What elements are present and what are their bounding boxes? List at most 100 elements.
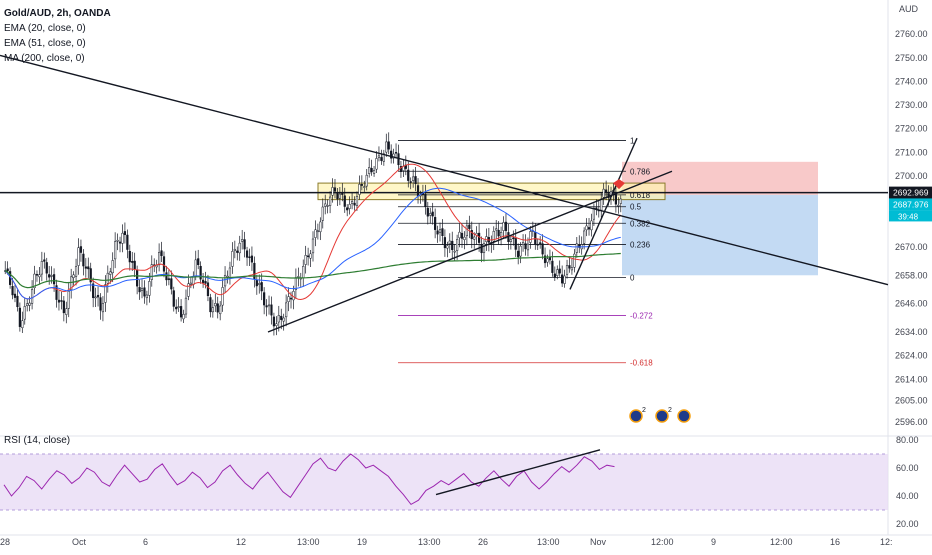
candle-body xyxy=(309,253,312,259)
rsi-divergence-line xyxy=(435,449,601,496)
candle-body xyxy=(28,302,31,306)
candle-body xyxy=(431,211,434,217)
candle-body xyxy=(456,239,459,251)
candle-body xyxy=(197,258,200,266)
candle-body xyxy=(216,303,219,313)
candle-body xyxy=(426,207,429,217)
price-tick-label: 2624.00 xyxy=(895,351,928,361)
candle-body xyxy=(111,260,114,274)
candle-body xyxy=(436,230,439,235)
take-profit-zone xyxy=(622,194,818,276)
candle-body xyxy=(21,320,24,329)
candle-body xyxy=(514,238,517,250)
ma200-line xyxy=(4,252,621,289)
candle-body xyxy=(143,287,146,297)
candle-body xyxy=(104,284,107,303)
candle-body xyxy=(128,250,131,263)
candle-body xyxy=(99,297,102,311)
candle-body xyxy=(360,184,363,186)
flag-au-icon xyxy=(629,409,643,423)
legend-ema20[interactable]: EMA (20, close, 0) xyxy=(4,23,86,34)
flag-au-icon xyxy=(677,409,691,423)
candle-body xyxy=(592,207,596,220)
time-tick-label: 13:00 xyxy=(297,537,320,547)
candle-body xyxy=(578,244,581,248)
rsi-tick-label: 20.00 xyxy=(896,519,919,529)
candle-body xyxy=(355,196,359,206)
candle-body xyxy=(126,234,129,250)
candle-body xyxy=(158,252,161,266)
candle-body xyxy=(23,306,26,320)
candle-body xyxy=(477,232,481,243)
price-tick-label: 2670.00 xyxy=(895,242,928,252)
candle-body xyxy=(324,203,327,207)
price-tick-label: 2730.00 xyxy=(895,100,928,110)
candle-body xyxy=(101,303,105,313)
candle-body xyxy=(434,217,437,230)
candle-body xyxy=(590,220,593,231)
candle-body xyxy=(526,243,530,251)
candle-body xyxy=(416,185,420,197)
fib-level-label: 0 xyxy=(630,274,635,283)
candle-body xyxy=(492,230,495,242)
legend-ma200[interactable]: MA (200, close, 0) xyxy=(4,53,85,64)
candle-body xyxy=(87,266,90,270)
candle-body xyxy=(209,297,212,313)
last-price-badge-bg xyxy=(889,198,932,211)
rsi-tick-label: 80.00 xyxy=(896,435,919,445)
candle-body xyxy=(48,274,51,278)
candle-body xyxy=(385,141,388,153)
candle-body xyxy=(26,303,29,306)
event-count-label: 2 xyxy=(642,407,646,414)
legend-ema51[interactable]: EMA (51, close, 0) xyxy=(4,38,86,49)
candle-body xyxy=(370,168,373,173)
candle-body xyxy=(140,288,144,291)
time-tick-label: 16 xyxy=(830,537,840,547)
candle-body xyxy=(201,279,205,284)
time-tick-label: 19 xyxy=(357,537,367,547)
price-tick-label: 2614.00 xyxy=(895,374,928,384)
candle-body xyxy=(165,272,168,281)
candle-body xyxy=(62,300,65,314)
candle-body xyxy=(272,316,276,327)
candle-body xyxy=(57,299,61,303)
candle-body xyxy=(509,239,512,242)
candle-body xyxy=(460,232,464,239)
steep-trendline xyxy=(569,137,638,290)
candle-body xyxy=(465,225,468,237)
last-price-badge: 2687.976 xyxy=(893,199,929,209)
candle-body xyxy=(241,239,244,242)
candle-body xyxy=(248,256,251,259)
candle-body xyxy=(519,245,522,257)
candle-body xyxy=(304,255,307,265)
candle-body xyxy=(96,294,100,298)
candle-body xyxy=(260,282,263,292)
candle-body xyxy=(280,315,283,320)
candle-body xyxy=(524,243,527,250)
candle-body xyxy=(16,295,19,308)
candle-body xyxy=(136,269,139,287)
candle-body xyxy=(114,241,117,260)
candle-body xyxy=(285,302,288,318)
candle-body xyxy=(350,201,354,204)
candle-body xyxy=(495,228,498,231)
supply-zone xyxy=(317,182,666,201)
candle-body xyxy=(585,225,588,231)
symbol-title[interactable]: Gold/AUD, 2h, OANDA xyxy=(4,8,111,19)
rsi-legend[interactable]: RSI (14, close) xyxy=(4,435,71,446)
candle-body xyxy=(172,290,175,307)
candle-body xyxy=(145,294,149,299)
candle-body xyxy=(60,300,63,302)
descending-trendline xyxy=(0,54,889,286)
time-tick-label: Oct xyxy=(72,537,87,547)
candle-body xyxy=(570,267,574,271)
time-tick-label: 12: xyxy=(880,537,893,547)
candle-body xyxy=(267,304,271,307)
candle-body xyxy=(392,153,395,159)
candle-body xyxy=(438,229,442,233)
candle-body xyxy=(189,282,192,285)
candle-body xyxy=(321,206,324,221)
candle-body xyxy=(548,256,552,261)
